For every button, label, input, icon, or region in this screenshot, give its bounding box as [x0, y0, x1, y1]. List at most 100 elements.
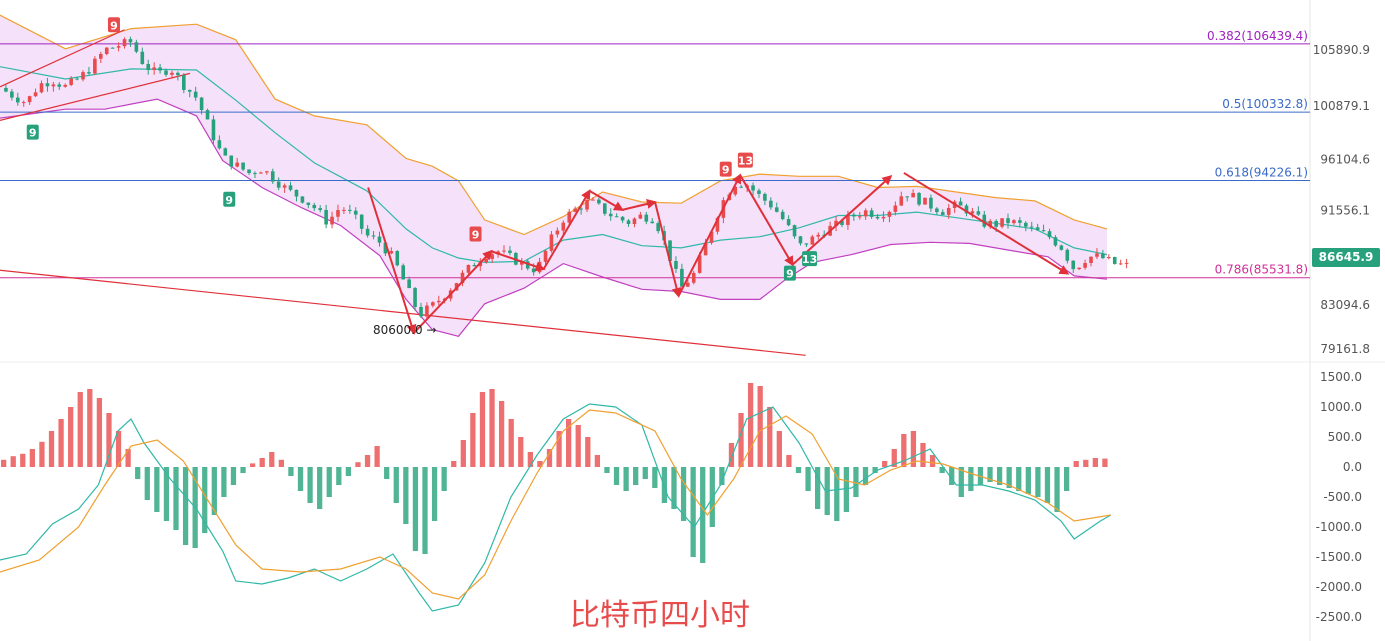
candle-body: [656, 223, 660, 232]
candle-body: [940, 212, 945, 215]
candle-body: [265, 171, 269, 173]
candle-body: [146, 64, 151, 70]
candle-body: [840, 220, 844, 225]
macd-bar: [623, 467, 629, 491]
wave-arrow-3: [542, 189, 591, 270]
candle-body: [1018, 220, 1022, 223]
macd-bar: [431, 467, 438, 521]
candle-body: [774, 207, 779, 212]
candle-body: [715, 217, 720, 232]
candle-body: [519, 261, 524, 265]
macd-bar: [815, 467, 821, 509]
macd-bar: [843, 467, 850, 512]
wave-arrows: [367, 172, 1070, 335]
candle-body: [739, 186, 743, 188]
candle-body: [1083, 262, 1087, 268]
candle-body: [211, 119, 216, 141]
macd-bar: [968, 467, 974, 491]
candle-body: [229, 155, 234, 167]
td-marker-5: [737, 152, 753, 168]
candle-body: [1077, 267, 1081, 270]
candle-body: [573, 208, 577, 212]
candle-body: [786, 219, 791, 226]
candle-body: [668, 240, 672, 261]
candle-body: [431, 302, 435, 306]
bollinger-band: [0, 14, 1108, 337]
td-marker-text-7: 13: [802, 253, 817, 266]
macd-bar: [498, 401, 505, 467]
bollinger-upper: [0, 14, 1108, 236]
candle-body: [81, 72, 85, 80]
candle-body: [377, 236, 382, 243]
macd-bar: [1083, 459, 1089, 467]
macd-bar: [39, 441, 45, 467]
candle-body: [51, 84, 56, 87]
candle-body: [69, 78, 73, 85]
macd-axis[interactable]: 1500.0 1000.0 500.0 0.0 -500.0 -1000.0 -1500.0…: [1316, 370, 1362, 624]
macd-bar: [58, 419, 64, 467]
td-marker-text-0: 9: [110, 19, 118, 32]
macd-bar: [451, 461, 457, 467]
candle-body: [1118, 263, 1123, 265]
candle-body: [1095, 253, 1099, 257]
candle-body: [887, 211, 892, 217]
candle-body: [1012, 220, 1016, 224]
chart-caption: 比特币四小时: [570, 598, 750, 633]
candle-body: [691, 272, 696, 283]
candle-body: [158, 67, 162, 71]
price-axis[interactable]: 105890.9100879.196104.691556.187203.6830…: [1313, 43, 1370, 356]
macd-bar: [585, 437, 591, 467]
wave-arrow-4: [588, 189, 624, 211]
candle-body: [964, 205, 969, 214]
candle-body: [1041, 230, 1046, 232]
macd-bar: [834, 467, 840, 521]
macd-bar: [1, 459, 7, 467]
candle-body: [899, 196, 904, 206]
macd-bar: [642, 467, 648, 479]
macd-bar: [77, 392, 83, 467]
candle-body: [798, 236, 803, 244]
macd-bar: [115, 431, 122, 467]
candle-body: [555, 230, 560, 235]
candle-body: [99, 53, 103, 59]
macd-bar: [949, 467, 955, 485]
candle-body: [407, 279, 411, 289]
candle-body: [1065, 249, 1070, 261]
candle-body: [763, 193, 767, 201]
macd-bar: [48, 431, 55, 467]
candle-body: [484, 258, 489, 263]
macd-bar: [96, 398, 103, 467]
candle-body: [869, 210, 874, 217]
macd-bar: [566, 419, 572, 467]
macd-bar: [901, 434, 907, 467]
candle-body: [686, 282, 690, 287]
candle-body: [182, 75, 186, 90]
candle-body: [792, 225, 797, 237]
macd-bar: [163, 467, 170, 521]
candle-body: [436, 300, 441, 303]
wave-arrow-8: [739, 174, 794, 267]
td-marker-text-6: 9: [786, 268, 794, 281]
candle-body: [620, 216, 625, 221]
td-marker-0: [107, 17, 120, 33]
candle-body: [804, 243, 809, 245]
candle-body: [1053, 237, 1058, 246]
candle-body: [970, 211, 975, 214]
macd-bar: [317, 467, 323, 509]
wave-arrow-6: [654, 201, 682, 298]
candle-body: [531, 268, 536, 273]
candle-body: [608, 213, 613, 217]
candle-body: [816, 234, 821, 237]
macd-bar: [719, 467, 725, 485]
candle-body: [342, 209, 346, 211]
macd-bar: [422, 467, 428, 554]
candle-body: [508, 250, 512, 253]
candle-body: [241, 162, 245, 170]
candle-body: [116, 46, 121, 48]
td-marker-text-1: 9: [29, 127, 37, 140]
macd-bar: [652, 467, 658, 488]
fib-label-2: 0.618(94226.1): [1215, 165, 1308, 179]
candle-body: [863, 210, 868, 217]
